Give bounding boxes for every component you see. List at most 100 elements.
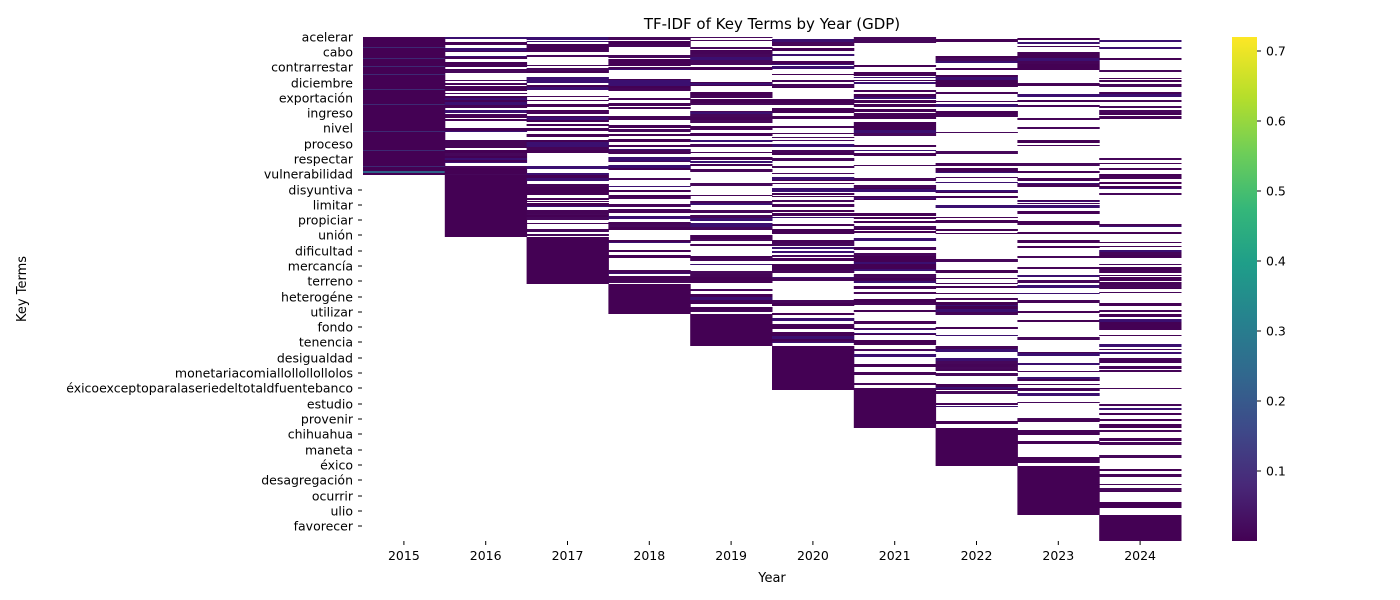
- y-tick-label: respectar: [294, 152, 354, 167]
- heatmap-cell: [690, 210, 773, 213]
- heatmap-cell: [526, 193, 609, 195]
- heatmap-cell: [853, 334, 937, 335]
- heatmap-cell: [1017, 371, 1100, 372]
- heatmap-cell: [1099, 502, 1182, 505]
- heatmap-cell: [608, 178, 691, 180]
- heatmap-cell: [690, 258, 773, 261]
- y-tick-label: acelerar: [302, 30, 354, 45]
- heatmap-cell: [1017, 178, 1100, 181]
- heatmap-cell: [608, 98, 691, 99]
- heatmap-cell: [444, 86, 528, 87]
- heatmap-cell: [444, 128, 528, 131]
- x-tick-label: 2019: [715, 548, 747, 563]
- colorbar-tick-label: 0.2: [1266, 394, 1286, 409]
- heatmap-cell: [935, 172, 1018, 173]
- heatmap-cell: [1099, 40, 1182, 42]
- y-tick-label: favorecer: [294, 519, 354, 534]
- heatmap-cell: [772, 243, 855, 246]
- heatmap-cell: [853, 131, 937, 133]
- heatmap-cell: [608, 60, 691, 63]
- heatmap-cell: [608, 157, 691, 158]
- heatmap-cell: [772, 144, 855, 147]
- heatmap-cell: [772, 267, 855, 270]
- heatmap-cell: [1017, 105, 1100, 107]
- heatmap-cell: [853, 185, 937, 188]
- heatmap-cell: [444, 93, 528, 94]
- y-tick-label: exportación: [279, 91, 353, 106]
- heatmap-cell: [853, 221, 937, 223]
- heatmap-cell: [526, 210, 609, 211]
- heatmap-cell: [1017, 246, 1100, 248]
- heatmap-cell: [853, 292, 937, 294]
- heatmap-cell: [772, 173, 855, 174]
- colorbar-tick-label: 0.5: [1266, 184, 1286, 199]
- heatmap-cell: [526, 112, 609, 114]
- heatmap-cell: [1017, 183, 1100, 184]
- heatmap-cell: [1017, 337, 1100, 340]
- heatmap-cell: [1099, 366, 1182, 367]
- heatmap-cell: [935, 306, 1018, 309]
- heatmap-cell: [690, 297, 773, 300]
- heatmap-cell: [690, 99, 773, 102]
- heatmap-cell: [608, 42, 691, 44]
- heatmap-cell: [853, 374, 937, 375]
- heatmap-cell: [935, 39, 1018, 42]
- heatmap-cell: [444, 96, 528, 97]
- heatmap-cell: [1017, 377, 1100, 379]
- heatmap-cell: [772, 84, 855, 87]
- heatmap-cell: [935, 391, 1018, 394]
- heatmap-cell: [1099, 404, 1182, 406]
- heatmap-cell: [853, 286, 937, 289]
- heatmap-cell-block: [444, 175, 528, 237]
- heatmap-cell: [772, 64, 855, 65]
- heatmap-cell: [608, 216, 691, 219]
- colorbar: [1232, 37, 1257, 541]
- heatmap-cell: [1099, 163, 1182, 164]
- heatmap-cell: [1017, 100, 1100, 102]
- heatmap-cell: [772, 103, 855, 105]
- heatmap-cell: [853, 100, 937, 102]
- heatmap-cell: [690, 144, 773, 147]
- heatmap-cell: [853, 146, 937, 147]
- heatmap-cell: [772, 303, 855, 306]
- heatmap-cell: [526, 85, 609, 87]
- heatmap-cell: [690, 83, 773, 85]
- heatmap-cell: [1017, 163, 1100, 166]
- heatmap-cell: [690, 201, 773, 203]
- heatmap-cell: [772, 158, 855, 161]
- y-tick-label: éxico: [320, 458, 353, 473]
- heatmap-cell: [526, 201, 609, 202]
- heatmap-cell: [853, 37, 937, 40]
- heatmap-cell: [608, 67, 691, 69]
- heatmap-cell: [444, 150, 528, 153]
- heatmap-cell: [1099, 360, 1182, 363]
- heatmap-cell: [1017, 140, 1100, 143]
- heatmap-cell: [1099, 413, 1182, 415]
- heatmap-cell: [1017, 256, 1100, 258]
- heatmap-cell: [608, 195, 691, 197]
- heatmap-cell: [1099, 78, 1182, 79]
- heatmap-cell: [935, 421, 1018, 424]
- heatmap-cell: [1099, 409, 1182, 410]
- heatmap-cell: [1099, 282, 1182, 285]
- x-axis-label: Year: [757, 571, 786, 586]
- heatmap-cell: [444, 147, 528, 148]
- heatmap-cell: [935, 309, 1018, 312]
- heatmap-cell: [444, 83, 528, 85]
- heatmap-cell: [690, 278, 773, 280]
- heatmap-cell: [772, 42, 855, 45]
- heatmap-cell: [526, 147, 609, 150]
- heatmap-cell: [1099, 311, 1182, 312]
- heatmap-cell: [772, 342, 855, 343]
- heatmap-cell: [772, 100, 855, 103]
- heatmap-cell: [690, 217, 773, 218]
- heatmap-cell: [526, 100, 609, 101]
- heatmap-cell: [690, 159, 773, 160]
- heatmap-cell: [772, 224, 855, 226]
- heatmap-cell: [608, 186, 691, 187]
- heatmap-cell: [444, 174, 528, 175]
- heatmap-cell: [1017, 267, 1100, 269]
- heatmap-cell: [526, 50, 609, 52]
- colorbar-tick-label: 0.7: [1266, 44, 1286, 59]
- heatmap-cell: [1017, 52, 1100, 53]
